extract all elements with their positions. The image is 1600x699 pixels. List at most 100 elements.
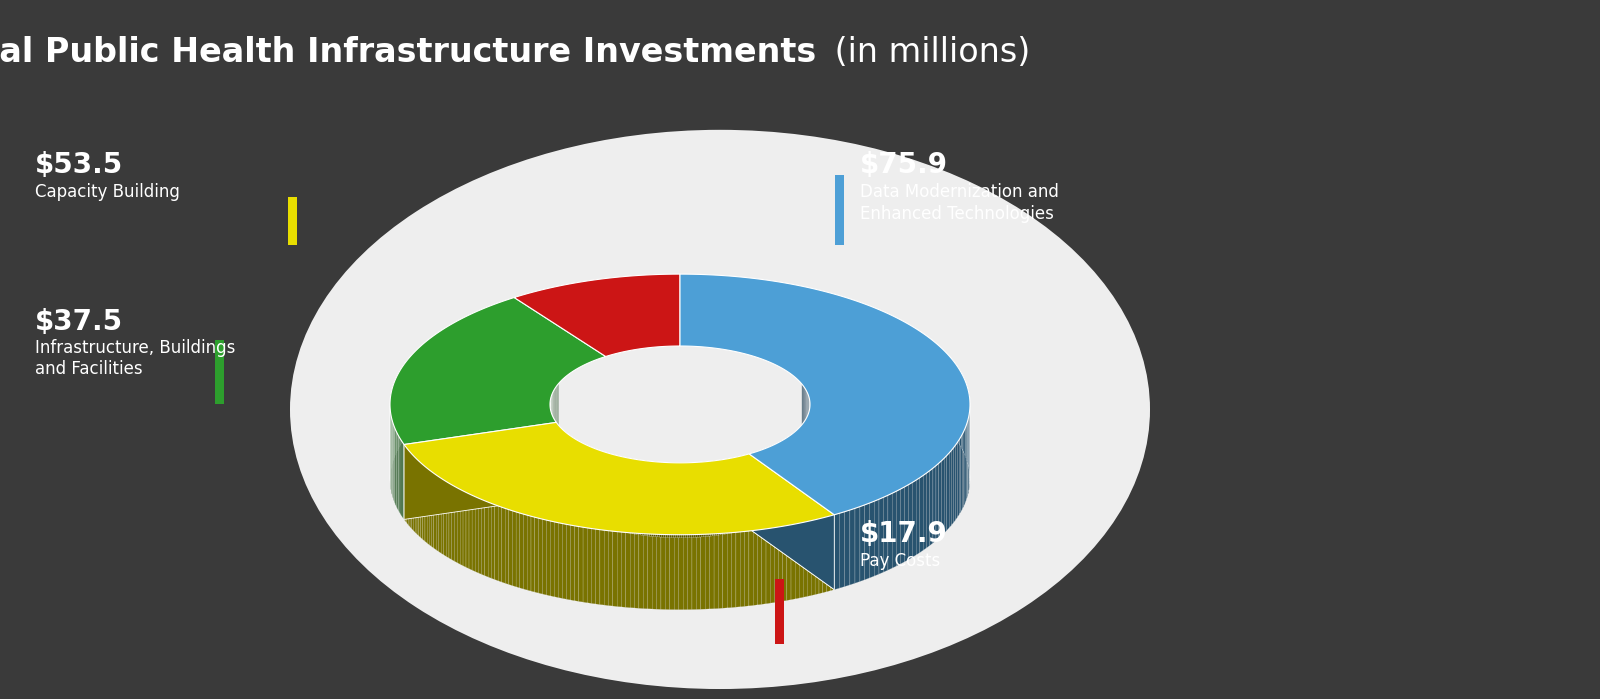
Polygon shape (901, 487, 904, 564)
Text: $53.5: $53.5 (35, 151, 123, 179)
Polygon shape (718, 460, 720, 535)
Polygon shape (469, 493, 472, 570)
Polygon shape (517, 512, 520, 588)
Polygon shape (715, 461, 717, 535)
Polygon shape (637, 459, 638, 535)
Polygon shape (714, 533, 718, 609)
Polygon shape (664, 462, 666, 538)
Polygon shape (696, 462, 698, 538)
Polygon shape (757, 451, 758, 526)
Polygon shape (742, 455, 744, 531)
Polygon shape (845, 510, 850, 586)
Polygon shape (563, 524, 566, 599)
Polygon shape (749, 453, 752, 528)
Polygon shape (603, 452, 605, 527)
Polygon shape (717, 460, 718, 535)
Polygon shape (674, 463, 675, 538)
Polygon shape (605, 452, 606, 528)
Polygon shape (866, 503, 870, 579)
Polygon shape (638, 460, 640, 535)
Polygon shape (555, 522, 558, 598)
Polygon shape (710, 461, 714, 536)
Polygon shape (779, 441, 781, 517)
Polygon shape (618, 456, 621, 531)
Polygon shape (653, 534, 656, 610)
Bar (835, 175, 845, 245)
Polygon shape (648, 461, 650, 536)
Polygon shape (803, 521, 806, 597)
Polygon shape (574, 526, 579, 601)
Polygon shape (669, 463, 672, 538)
Polygon shape (466, 492, 469, 569)
Polygon shape (666, 463, 667, 538)
Polygon shape (952, 447, 954, 525)
Polygon shape (696, 535, 701, 610)
Polygon shape (462, 491, 466, 568)
Polygon shape (442, 478, 443, 555)
Polygon shape (888, 493, 893, 570)
Polygon shape (774, 527, 779, 603)
Polygon shape (749, 434, 970, 590)
Polygon shape (904, 484, 909, 562)
Polygon shape (693, 463, 696, 538)
Polygon shape (512, 511, 517, 587)
Text: $17.9: $17.9 (861, 520, 947, 548)
Polygon shape (680, 274, 970, 514)
Polygon shape (784, 438, 786, 514)
Polygon shape (509, 510, 512, 586)
Polygon shape (726, 459, 728, 534)
Polygon shape (725, 459, 726, 534)
Polygon shape (614, 455, 616, 531)
Polygon shape (747, 454, 749, 529)
Polygon shape (638, 533, 643, 609)
Polygon shape (502, 507, 506, 584)
Polygon shape (738, 456, 739, 532)
Text: $37.5: $37.5 (35, 308, 123, 336)
Polygon shape (758, 450, 760, 526)
Polygon shape (534, 517, 539, 593)
Polygon shape (550, 521, 555, 597)
Polygon shape (390, 435, 558, 519)
Polygon shape (731, 458, 733, 533)
Polygon shape (714, 461, 715, 536)
Polygon shape (718, 533, 723, 608)
Polygon shape (936, 463, 939, 540)
Polygon shape (648, 534, 653, 609)
Polygon shape (770, 528, 774, 603)
Polygon shape (675, 463, 677, 538)
Polygon shape (706, 534, 710, 609)
Polygon shape (630, 533, 635, 608)
Polygon shape (514, 274, 680, 356)
Polygon shape (782, 526, 787, 601)
Polygon shape (542, 519, 547, 595)
Polygon shape (624, 457, 626, 533)
Polygon shape (811, 520, 814, 596)
Polygon shape (850, 508, 854, 585)
Polygon shape (611, 454, 613, 529)
Polygon shape (779, 526, 782, 602)
Polygon shape (939, 461, 942, 538)
Polygon shape (558, 523, 563, 598)
Polygon shape (616, 456, 618, 531)
Polygon shape (763, 449, 765, 524)
Polygon shape (958, 367, 960, 445)
Polygon shape (606, 453, 608, 528)
Polygon shape (410, 452, 411, 528)
Polygon shape (654, 461, 656, 537)
Polygon shape (771, 445, 773, 521)
Polygon shape (438, 477, 442, 553)
Polygon shape (883, 496, 888, 572)
Polygon shape (595, 529, 600, 605)
Polygon shape (859, 505, 866, 582)
Polygon shape (878, 497, 883, 574)
Polygon shape (475, 497, 478, 573)
Polygon shape (622, 456, 624, 532)
Polygon shape (411, 454, 413, 531)
Polygon shape (592, 528, 595, 604)
Polygon shape (701, 534, 706, 610)
Polygon shape (806, 521, 811, 596)
Polygon shape (954, 445, 955, 522)
Polygon shape (754, 530, 757, 605)
Polygon shape (933, 466, 936, 543)
Polygon shape (765, 448, 766, 524)
